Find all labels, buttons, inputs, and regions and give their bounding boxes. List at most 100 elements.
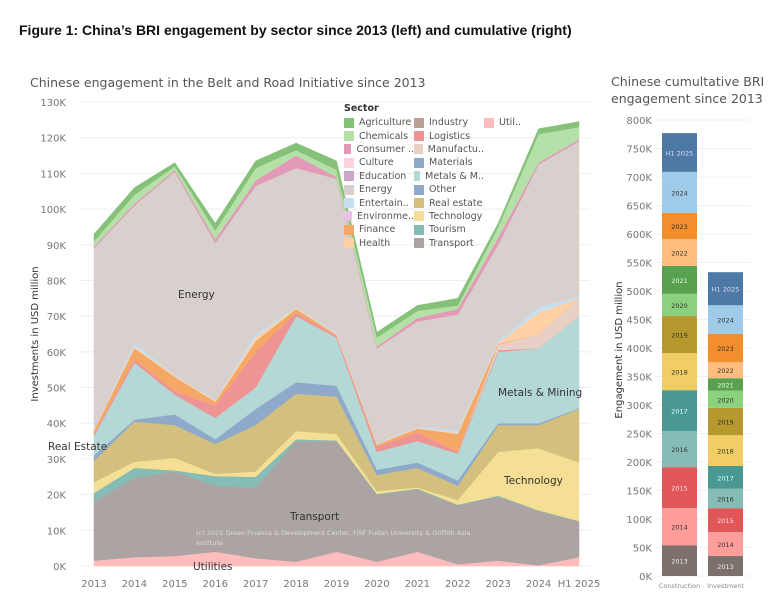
- credit-text-2: Institute: [196, 539, 223, 547]
- y-tick-label: 50K: [633, 544, 653, 555]
- legend-label: Agriculture: [359, 117, 412, 129]
- segment-label: 2015: [717, 517, 734, 525]
- legend-swatch: [414, 238, 424, 249]
- bar-segment[interactable]: [662, 293, 697, 317]
- legend-item[interactable]: Health: [344, 237, 414, 250]
- legend-label: Transport: [429, 237, 474, 249]
- legend-label: Consumer ..: [356, 143, 414, 155]
- legend-label: Culture: [359, 157, 394, 169]
- x-tick-label: 2023: [485, 579, 510, 590]
- legend-swatch: [344, 117, 354, 128]
- y-tick-label: 500K: [626, 287, 652, 298]
- segment-label: 2016: [717, 495, 734, 503]
- legend-item[interactable]: Environme..: [344, 210, 414, 223]
- y-tick-label: 70K: [47, 312, 67, 323]
- bar-segment[interactable]: [708, 508, 743, 533]
- y-tick-label: 50K: [47, 384, 67, 395]
- segment-label: 2014: [717, 541, 734, 549]
- bar-segment[interactable]: [708, 465, 743, 489]
- bar-segment[interactable]: [662, 467, 697, 509]
- bar-segment[interactable]: [662, 508, 697, 546]
- legend-item[interactable]: Finance: [344, 223, 414, 236]
- bar-segment[interactable]: [662, 239, 697, 266]
- y-tick-label: 40K: [47, 419, 67, 430]
- legend-item[interactable]: Other: [414, 183, 484, 196]
- y-tick-label: 800K: [626, 116, 652, 127]
- legend-label: Finance: [359, 224, 396, 236]
- bar-segment[interactable]: [662, 133, 697, 172]
- bar-segment[interactable]: [708, 272, 743, 306]
- y-tick-label: 150K: [626, 487, 652, 498]
- x-tick-label: 2015: [162, 579, 187, 590]
- legend-item[interactable]: Consumer ..: [344, 143, 414, 156]
- legend-item[interactable]: Agriculture: [344, 116, 414, 129]
- legend-item[interactable]: Education: [344, 170, 414, 183]
- legend-swatch: [484, 117, 494, 128]
- legend-item[interactable]: Culture: [344, 156, 414, 169]
- bar-segment[interactable]: [708, 333, 743, 363]
- y-tick-label: 60K: [47, 348, 67, 359]
- left-chart-title: Chinese engagement in the Belt and Road …: [30, 75, 426, 90]
- area-agriculture[interactable]: [93, 121, 580, 338]
- legend-swatch: [414, 184, 424, 195]
- bar-segment[interactable]: [662, 353, 697, 391]
- legend-label: Real estate: [429, 197, 483, 209]
- y-axis-label: Investments in USD million: [30, 266, 41, 401]
- legend-item[interactable]: Chemicals: [344, 129, 414, 142]
- bar-segment[interactable]: [708, 362, 743, 379]
- legend-item[interactable]: Entertain..: [344, 196, 414, 209]
- legend-swatch: [414, 211, 424, 222]
- legend-item[interactable]: Materials: [414, 156, 484, 169]
- y-tick-label: 400K: [626, 344, 652, 355]
- legend-item[interactable]: Tourism: [414, 223, 484, 236]
- segment-label: 2024: [671, 189, 688, 197]
- legend-swatch: [344, 157, 354, 168]
- y-tick-label: 700K: [626, 173, 652, 184]
- bar-segment[interactable]: [708, 532, 743, 557]
- segment-label: 2024: [717, 317, 734, 325]
- bar-segment[interactable]: [662, 390, 697, 432]
- y-tick-label: 20K: [47, 491, 67, 502]
- segment-label: 2019: [671, 332, 688, 340]
- legend-item[interactable]: Industry: [414, 116, 484, 129]
- bar-segment[interactable]: [708, 488, 743, 509]
- bar-segment[interactable]: [662, 545, 697, 576]
- bar-segment[interactable]: [662, 316, 697, 354]
- annotation-energy: Energy: [178, 289, 215, 301]
- bar-segment[interactable]: [708, 390, 743, 408]
- right-title-line1: Chinese cumultative BRI: [611, 74, 765, 89]
- legend-label: Tourism: [429, 224, 466, 236]
- x-tick-label: 2019: [324, 579, 349, 590]
- bar-segment[interactable]: [662, 431, 697, 468]
- annotation-transport: Transport: [289, 511, 339, 523]
- legend-item[interactable]: Transport: [414, 237, 484, 250]
- bar-segment[interactable]: [662, 212, 697, 240]
- y-tick-label: 300K: [626, 401, 652, 412]
- bar-segment[interactable]: [708, 407, 743, 436]
- y-tick-label: 650K: [626, 202, 652, 213]
- y-tick-label: 250K: [626, 430, 652, 441]
- legend-title: Sector: [344, 103, 379, 114]
- segment-label: H1 2025: [666, 149, 694, 157]
- bar-segment[interactable]: [708, 305, 743, 334]
- bar-segment[interactable]: [708, 556, 743, 576]
- legend-label: Logistics: [429, 130, 471, 142]
- legend-item[interactable]: Energy: [344, 183, 414, 196]
- legend-item[interactable]: Util..: [484, 116, 534, 129]
- legend-swatch: [414, 171, 421, 182]
- legend-label: Metals & M..: [425, 170, 484, 182]
- legend-item[interactable]: Real estate: [414, 196, 484, 209]
- legend-item[interactable]: Metals & M..: [414, 170, 484, 183]
- legend-item[interactable]: Manufactu..: [414, 143, 484, 156]
- bar-segment[interactable]: [708, 378, 743, 391]
- x-category-label: Construction: [659, 582, 700, 590]
- bar-segment[interactable]: [662, 265, 697, 294]
- legend-item[interactable]: Technology: [414, 210, 484, 223]
- bar-segment[interactable]: [708, 435, 743, 466]
- legend-item[interactable]: Logistics: [414, 129, 484, 142]
- legend-label: Education: [359, 170, 407, 182]
- segment-label: 2023: [717, 345, 734, 353]
- bar-segment[interactable]: [662, 171, 697, 213]
- segment-label: 2018: [671, 369, 688, 377]
- y-tick-label: 100K: [626, 515, 652, 526]
